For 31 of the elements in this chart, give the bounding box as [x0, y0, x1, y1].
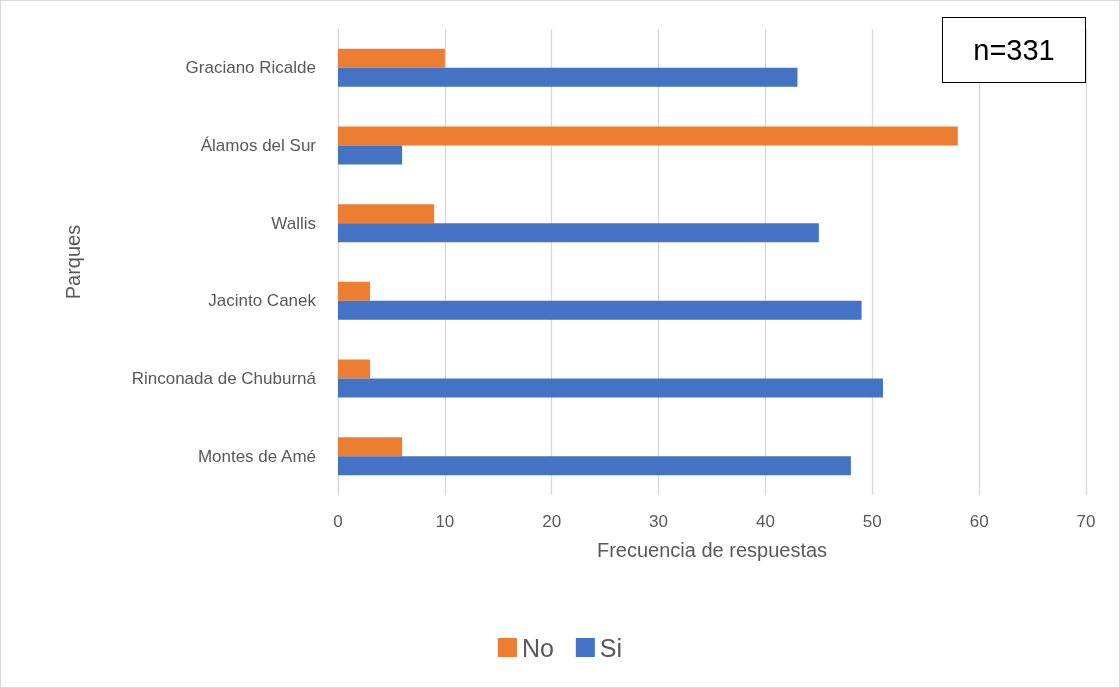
bar — [338, 437, 403, 457]
x-axis-title: Frecuencia de respuestas — [596, 539, 828, 561]
x-tick-label: 0 — [333, 512, 343, 531]
legend-label: Si — [599, 633, 623, 662]
y-axis-title: Parques — [62, 224, 84, 300]
x-tick-label: 70 — [1076, 512, 1096, 531]
y-tick-label: Álamos del Sur — [200, 136, 317, 155]
bar — [338, 456, 851, 476]
bar — [338, 126, 958, 146]
bar — [338, 300, 862, 320]
x-tick-label: 50 — [862, 512, 882, 531]
x-tick-label: 20 — [542, 512, 562, 531]
x-tick-label: 30 — [649, 512, 669, 531]
y-tick-label: Montes de Amé — [197, 446, 316, 466]
bar — [338, 359, 371, 379]
y-tick-label: Rinconada de Chuburná — [131, 369, 317, 388]
bar — [338, 223, 819, 243]
x-tick-label: 60 — [969, 512, 989, 531]
y-tick-label: Jacinto Canek — [208, 291, 317, 311]
annotation: n=331 — [942, 17, 1086, 83]
bar — [338, 281, 371, 301]
bar — [338, 145, 403, 165]
legend-label: No — [521, 633, 554, 662]
y-tick-label: Graciano Ricalde — [185, 58, 316, 78]
x-tick-label: 10 — [435, 512, 455, 531]
x-tick-label: 40 — [755, 512, 775, 531]
y-tick-label: Wallis — [271, 213, 316, 233]
bar — [338, 67, 798, 87]
bar — [338, 204, 435, 224]
bar — [338, 48, 445, 68]
bar — [338, 378, 883, 398]
